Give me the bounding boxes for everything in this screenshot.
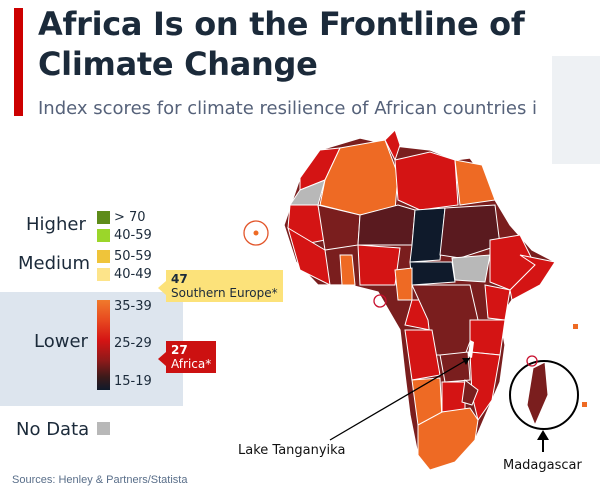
region-sudan: [439, 204, 501, 259]
swatch-gt70: [97, 211, 110, 224]
swatch-no-data: [97, 422, 110, 435]
callout-africa-value: 27: [171, 343, 188, 357]
island-highlight-circle-west: [243, 220, 269, 246]
background-strip: [552, 56, 600, 164]
region-egypt: [454, 159, 496, 206]
lake-tanganyika-shape: [468, 340, 474, 358]
region-cameroon: [394, 267, 413, 301]
region-zimbabwe: [461, 379, 479, 406]
swatch-40-49: [97, 268, 110, 281]
callout-europe-value: 47: [171, 272, 188, 286]
region-somalia: [509, 254, 556, 301]
callout-pointer-europe: [158, 281, 166, 295]
callout-europe-label: Southern Europe*: [171, 286, 278, 300]
callout-pointer-africa: [158, 352, 166, 366]
legend-tier-lower: Lower: [34, 331, 88, 352]
title-accent-bar: [14, 8, 23, 116]
legend-tier-medium: Medium: [18, 253, 90, 274]
lake-tanganyika-label: Lake Tanganyika: [238, 443, 346, 458]
island-east-dot-1: [573, 324, 578, 329]
range-gt70: > 70: [114, 210, 146, 225]
source-note: Sources: Henley & Partners/Statista: [12, 474, 188, 486]
island-highlight-circle-gulf: [373, 294, 387, 308]
island-west-dot: [253, 230, 259, 236]
region-madagascar: [526, 361, 549, 427]
range-50-59: 50-59: [114, 249, 152, 264]
lake-pointer-arrowhead: [462, 358, 470, 365]
callout-southern-europe: 47 Southern Europe*: [166, 270, 283, 302]
region-kenya: [484, 284, 511, 321]
range-40-49: 40-49: [114, 267, 152, 282]
region-south-sudan: [451, 254, 491, 283]
legend-tier-no-data: No Data: [16, 419, 90, 440]
callout-africa: 27 Africa*: [166, 341, 217, 373]
madagascar-label: Madagascar: [503, 458, 582, 473]
lower-gradient-bar: [97, 300, 110, 390]
region-chad: [409, 207, 446, 263]
range-25-29: 25-29: [114, 336, 152, 351]
region-south-africa: [417, 407, 479, 471]
region-libya: [394, 151, 459, 211]
region-car: [409, 261, 456, 286]
island-highlight-circle-comoros: [526, 355, 538, 367]
legend-tier-higher: Higher: [26, 214, 86, 235]
swatch-50-59: [97, 250, 110, 263]
region-ghana: [339, 254, 356, 286]
callout-africa-label: Africa*: [171, 357, 212, 371]
page-subtitle: Index scores for climate resilience of A…: [38, 98, 538, 119]
region-nigeria: [357, 244, 401, 286]
page-title: Africa Is on the Frontline of Climate Ch…: [38, 5, 525, 83]
range-35-39: 35-39: [114, 299, 152, 314]
region-botswana: [441, 381, 466, 413]
range-15-19: 15-19: [114, 374, 152, 389]
region-tanzania: [469, 319, 506, 356]
madagascar-pointer-arrowhead: [537, 430, 549, 440]
island-east-dot-2: [582, 402, 587, 407]
range-40-59-higher: 40-59: [114, 228, 152, 243]
region-west-coast: [287, 226, 331, 286]
lower-tier-panel: [0, 292, 183, 406]
madagascar-highlight-circle: [509, 360, 579, 430]
swatch-40-59-higher: [97, 229, 110, 242]
lake-pointer-line: [329, 357, 471, 441]
region-tunisia: [384, 129, 401, 162]
